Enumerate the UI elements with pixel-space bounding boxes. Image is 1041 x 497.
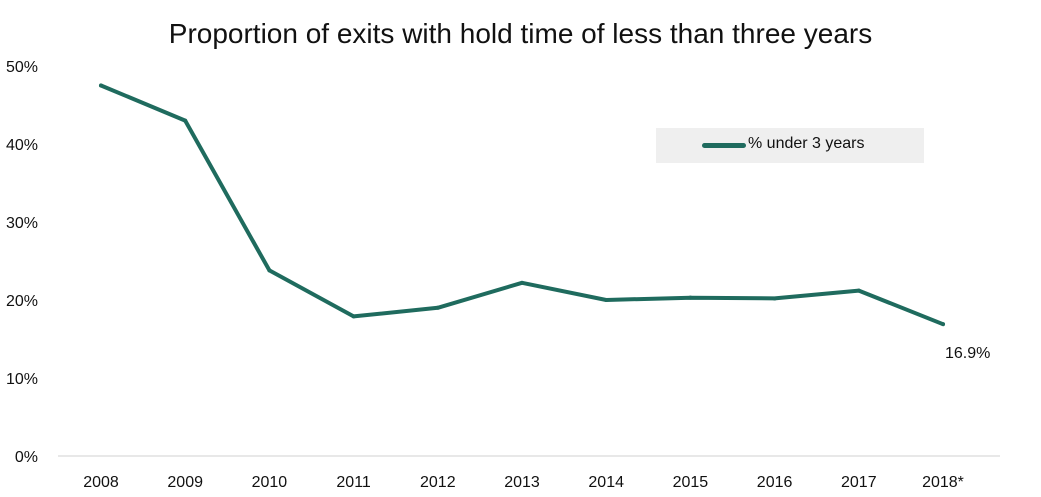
x-tick-label: 2013 — [504, 474, 540, 491]
x-tick-label: 2016 — [757, 474, 793, 491]
legend-swatch — [702, 143, 746, 148]
x-tick-label: 2018* — [922, 474, 964, 491]
y-tick-label: 10% — [6, 371, 38, 388]
x-axis-ticks: 2008 2009 2010 2011 2012 2013 2014 2015 2016 2017… — [83, 474, 964, 491]
y-tick-label: 0% — [15, 449, 38, 466]
data-point — [520, 280, 524, 285]
y-tick-label: 50% — [6, 59, 38, 76]
x-tick-label: 2015 — [673, 474, 709, 491]
data-point — [267, 268, 272, 273]
x-tick-label: 2011 — [336, 474, 371, 491]
x-tick-label: 2014 — [588, 474, 624, 491]
data-point — [772, 296, 777, 301]
legend-label: % under 3 years — [748, 135, 865, 152]
x-tick-label: 2008 — [83, 474, 119, 491]
data-point — [604, 298, 609, 302]
y-tick-label: 20% — [6, 293, 38, 310]
chart-title: Proportion of exits with hold time of le… — [168, 18, 873, 49]
data-point — [856, 288, 861, 293]
y-axis-ticks: 0% 10% 20% 30% 40% 50% — [6, 59, 38, 466]
data-label-2018: 16.9% — [945, 345, 990, 362]
data-point — [941, 322, 945, 327]
data-point — [351, 314, 356, 319]
legend: % under 3 years — [656, 128, 924, 163]
data-point — [99, 83, 103, 88]
x-tick-label: 2009 — [167, 474, 203, 491]
y-tick-label: 40% — [6, 137, 38, 154]
x-tick-label: 2010 — [252, 474, 288, 491]
x-tick-label: 2017 — [841, 474, 877, 491]
data-point — [688, 295, 693, 300]
data-point — [183, 118, 188, 123]
series-line-under-3-years — [99, 83, 945, 327]
y-tick-label: 30% — [6, 215, 38, 232]
data-point — [435, 305, 440, 310]
series-points — [99, 83, 945, 327]
x-tick-label: 2012 — [420, 474, 456, 491]
